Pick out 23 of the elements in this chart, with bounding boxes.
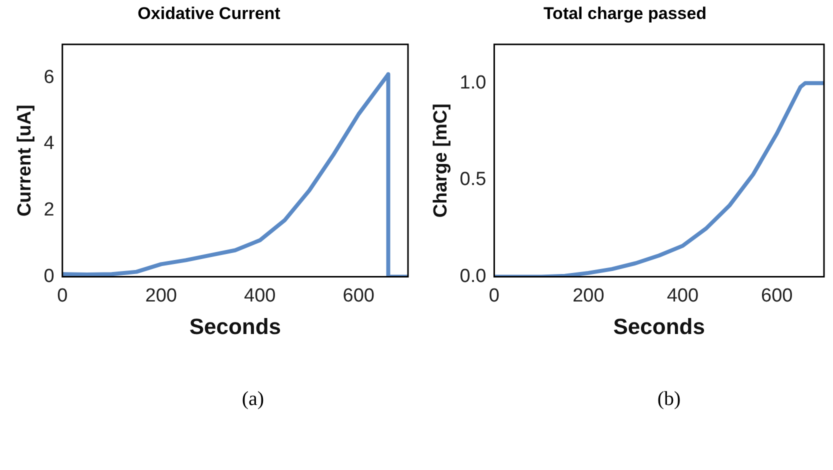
x-tick-label: 200 [572, 285, 604, 306]
y-tick-label: 0.5 [460, 169, 486, 190]
text: (b) [656, 388, 682, 411]
chart-title: Oxidative Current [138, 4, 281, 23]
text: (a) [240, 388, 266, 411]
x-tick-label: 200 [145, 285, 177, 306]
y-tick-label: 6 [44, 66, 54, 88]
x-tick-label: 400 [666, 285, 699, 306]
y-tick-label: 2 [44, 200, 54, 221]
chart-title: Total charge passed [543, 4, 707, 23]
y-tick-label: 1.0 [460, 72, 486, 94]
y-tick-label: 0.0 [460, 266, 486, 288]
y-tick-label: 4 [44, 133, 55, 154]
x-axis-title: Seconds [613, 314, 705, 339]
y-tick-label: 0 [44, 266, 54, 288]
x-axis-title: Seconds [189, 314, 282, 339]
y-axis-title: Current [uA] [14, 104, 36, 217]
y-axis-title: Charge [mC] [430, 104, 452, 218]
x-tick-label: 0 [57, 285, 68, 306]
x-tick-label: 600 [761, 285, 793, 306]
x-tick-label: 600 [342, 285, 374, 306]
x-tick-label: 0 [488, 285, 500, 306]
x-tick-label: 400 [244, 285, 276, 306]
